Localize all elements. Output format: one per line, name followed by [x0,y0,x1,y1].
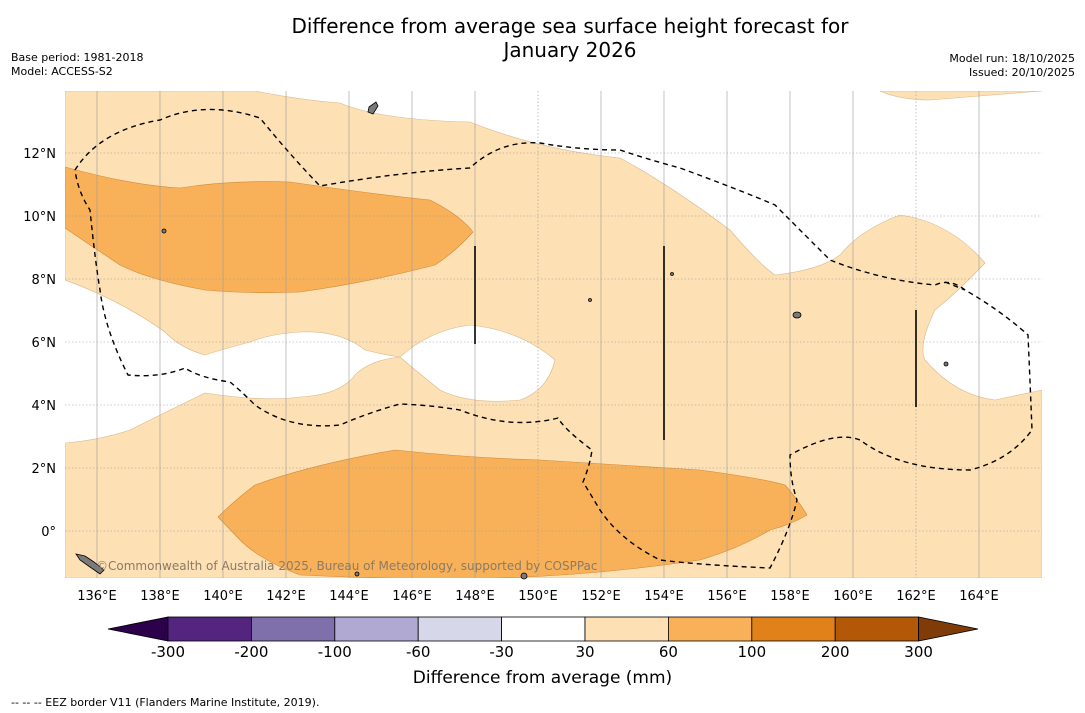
eez-border-west [74,108,1033,569]
colorbar-label: -30 [489,643,514,661]
title-line-1: Difference from average sea surface heig… [291,14,849,38]
colorbar-label: -200 [234,643,269,661]
lat-tick: 12°N [23,147,56,162]
islands [75,101,949,580]
island-chuuk [161,228,167,234]
colorbar-label: 100 [737,643,767,661]
eez-border-east [944,281,966,291]
colorbar-swatch [751,616,836,642]
island-kosrae [943,361,949,367]
island-dot-3 [520,572,528,580]
colorbar-swatch [584,616,669,642]
lat-tick: 2°N [32,462,57,477]
longitude-tick-labels: 136°E 138°E 140°E 142°E 144°E 146°E 148°… [77,589,999,604]
lon-tick: 160°E [833,589,873,604]
lon-tick: 156°E [707,589,747,604]
anomaly-band-60-100-north [65,166,474,293]
colorbar-label: 30 [575,643,595,661]
boundary-lines [474,246,917,440]
lat-tick: 4°N [32,399,57,414]
map-area [65,91,1042,578]
colorbar-label: -60 [405,643,431,661]
colorbar-label: 200 [820,643,850,661]
map-title: Difference from average sea surface heig… [0,14,1085,62]
lon-tick: 142°E [266,589,306,604]
lat-tick: 8°N [32,273,57,288]
colorbar-swatch [334,616,419,642]
colorbar-swatch [668,616,753,642]
model-run-text: Model run: 18/10/2025 [949,52,1075,65]
lon-tick: 152°E [581,589,621,604]
colorbar-label: -100 [317,643,352,661]
lon-tick: 136°E [77,589,117,604]
lon-tick: 164°E [959,589,999,604]
eez-borders [74,108,1033,569]
base-period-text: Base period: 1981-2018 [11,51,144,64]
colorbar-swatch [501,616,586,642]
colorbar-swatch [834,616,920,642]
latitude-tick-labels: 12°N 10°N 8°N 6°N 4°N 2°N 0° [23,147,56,540]
colorbar-label: 300 [904,643,933,661]
eez-footnote: -- -- -- EEZ border V11 (Flanders Marine… [11,696,320,709]
colorbar-swatch [250,616,336,642]
lon-tick: 140°E [203,589,243,604]
island-dot-1 [588,298,592,302]
lat-tick: 10°N [23,210,56,225]
lon-tick: 144°E [329,589,369,604]
issued-text: Issued: 20/10/2025 [968,66,1075,79]
island-new-guinea-west [75,553,105,575]
anomaly-patch-top-right [879,91,1042,101]
colorbar-label: -300 [150,643,186,661]
colorbar-swatch [417,616,503,642]
island-pohnpei [792,311,802,319]
model-run-info: Model run: 18/10/2025 Issued: 20/10/2025 [949,52,1075,80]
lat-tick: 6°N [32,336,57,351]
island-guam [367,101,379,115]
lat-tick: 0° [41,525,56,540]
colorbar [107,616,979,642]
colorbar-extend-low [107,616,169,642]
base-period-info: Base period: 1981-2018 Model: ACCESS-S2 [11,51,143,79]
colorbar-swatch [167,616,252,642]
map-credit: ©Commonwealth of Australia 2025, Bureau … [96,559,598,573]
lon-tick: 162°E [896,589,936,604]
lon-tick: 154°E [644,589,684,604]
island-dot-4 [354,571,360,577]
lon-tick: 158°E [770,589,810,604]
colorbar-title: Difference from average (mm) [412,668,673,688]
lon-tick: 146°E [392,589,432,604]
title-line-2: January 2026 [503,38,637,62]
lon-tick: 138°E [140,589,180,604]
island-dot-2 [670,272,674,276]
colorbar-label: 60 [658,643,678,661]
lon-tick: 150°E [518,589,558,604]
colorbar-extend-high [918,616,979,642]
lon-tick: 148°E [455,589,495,604]
model-text: Model: ACCESS-S2 [11,65,113,78]
